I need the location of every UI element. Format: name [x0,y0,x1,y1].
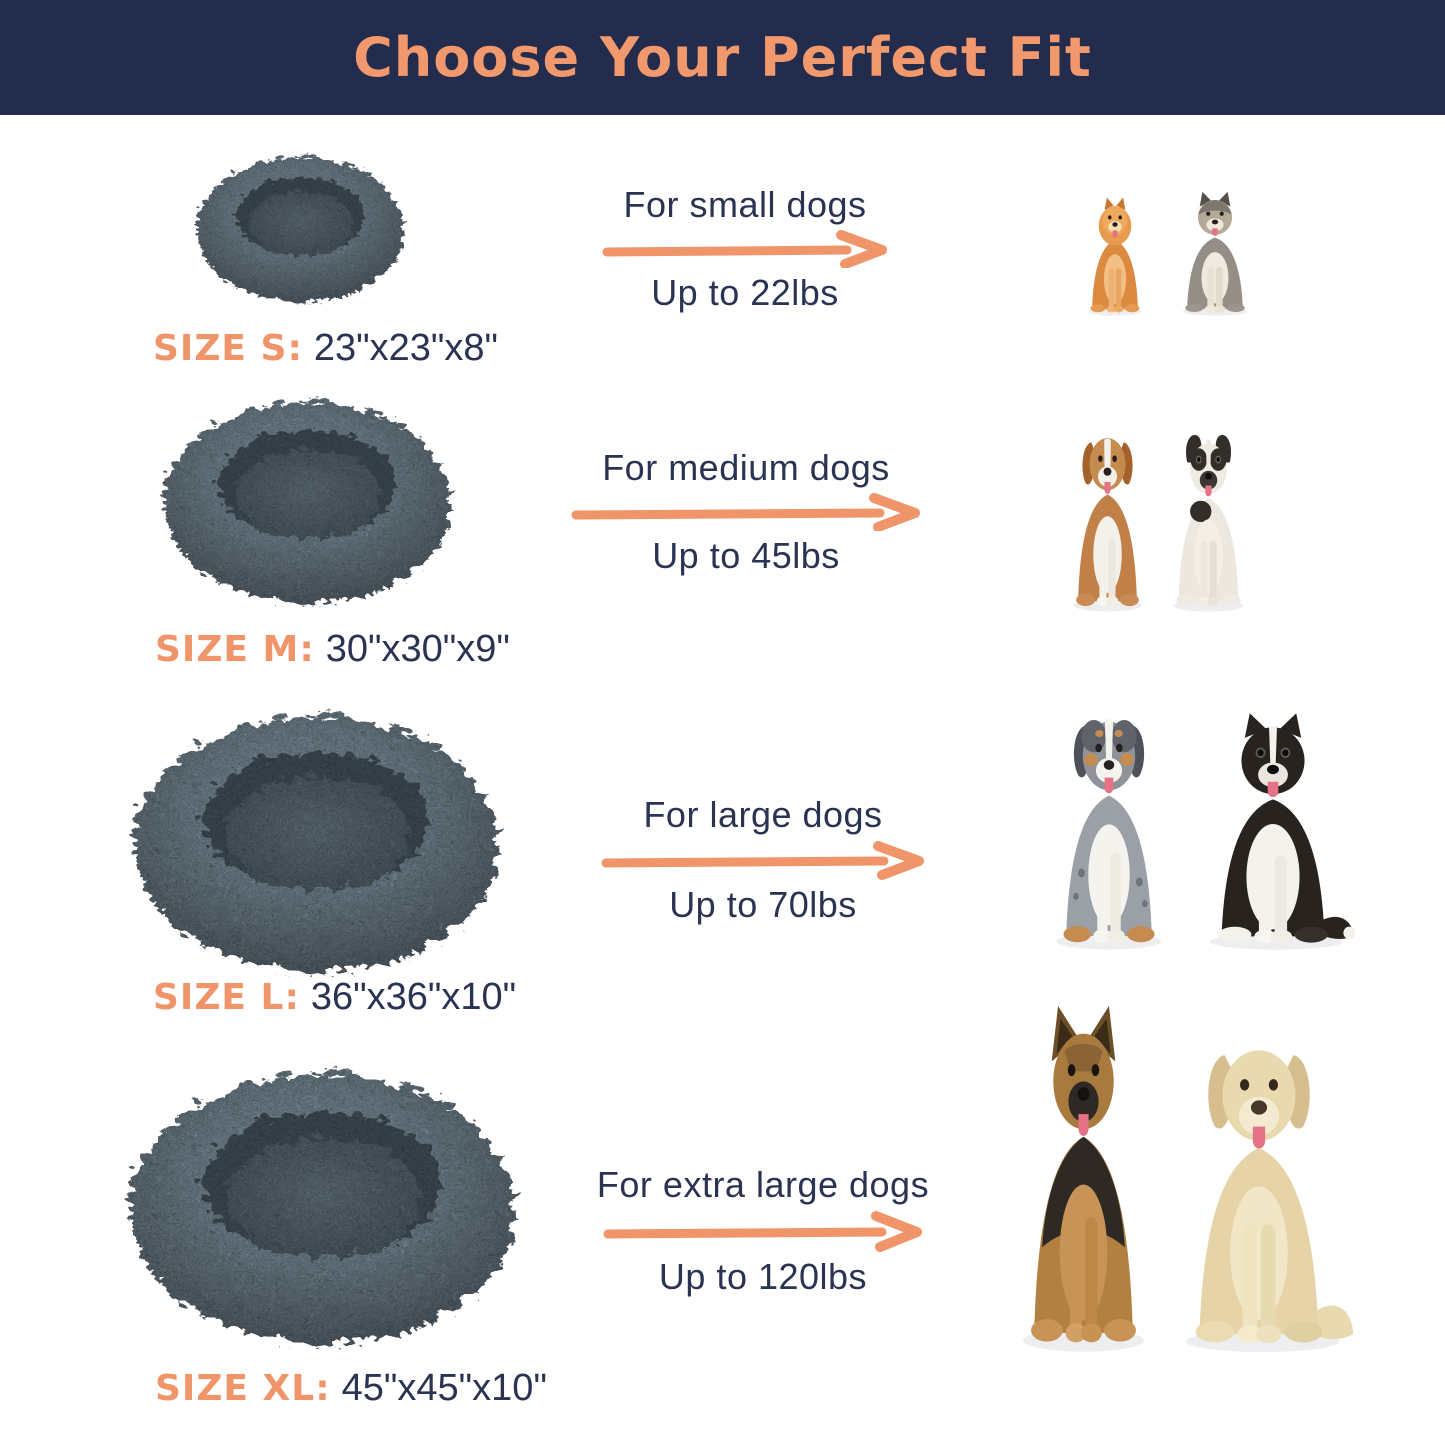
arrow-right-icon [601,841,924,880]
size-s-name: SIZE S: [153,328,303,369]
size-xl-dimensions: 45"x45"x10" [341,1367,547,1409]
dog-bed-size-m-image [159,398,449,600]
dog-bed-size-xl-image [124,1068,512,1340]
size-l-dimensions: 36"x36"x10" [310,976,517,1018]
weight-text: Up to 120lbs [658,1256,868,1297]
page-title: Choose Your Perfect Fit [353,26,1092,89]
arrow-right-icon [602,230,887,268]
size-xl-label: SIZE XL: 45"x45"x10" [155,1367,547,1410]
golden-retriever-illustration [1186,1050,1354,1353]
medium-dogs-photo [1060,423,1257,615]
german-shepherd-illustration [1023,1006,1144,1352]
size-xl-name: SIZE XL: [155,1368,331,1409]
audience-text: For large dogs [643,794,883,835]
audience-text: For small dogs [623,184,867,225]
beagle-illustration [1073,438,1142,612]
yorkshire-terrier-illustration [1182,191,1248,316]
large-dogs-photo [1040,702,1356,954]
large-dogs-callout: For large dogs Up to 70lbs [600,793,926,927]
audience-text: For medium dogs [602,447,890,488]
arrow-right-icon [571,493,920,531]
weight-text: Up to 22lbs [651,272,839,313]
size-l-label: SIZE L: 36"x36"x10" [153,976,516,1019]
weight-text: Up to 70lbs [669,884,857,925]
french-bulldog-illustration [1173,434,1244,612]
australian-shepherd-illustration [1056,718,1162,950]
small-dogs-photo [1078,190,1260,318]
size-m-label: SIZE M: 30"x30"x9" [155,628,510,671]
audience-text: For extra large dogs [596,1164,930,1205]
size-s-label: SIZE S: 23"x23"x8" [153,327,498,370]
extra-large-dogs-photo [1004,1006,1355,1358]
dog-bed-size-s-image [193,154,403,300]
weight-text: Up to 45lbs [652,535,840,576]
size-m-name: SIZE M: [155,629,315,670]
size-l-name: SIZE L: [153,977,300,1018]
arrow-right-icon [603,1211,922,1252]
header-banner: Choose Your Perfect Fit [0,0,1445,115]
border-collie-illustration [1209,713,1356,950]
extra-large-dogs-callout: For extra large dogs Up to 120lbs [585,1163,941,1299]
size-s-dimensions: 23"x23"x8" [313,327,499,369]
pomeranian-illustration [1088,197,1142,316]
size-m-dimensions: 30"x30"x9" [325,628,510,670]
medium-dogs-callout: For medium dogs Up to 45lbs [570,446,922,578]
small-dogs-callout: For small dogs Up to 22lbs [575,183,915,315]
dog-bed-size-l-image [129,711,495,968]
